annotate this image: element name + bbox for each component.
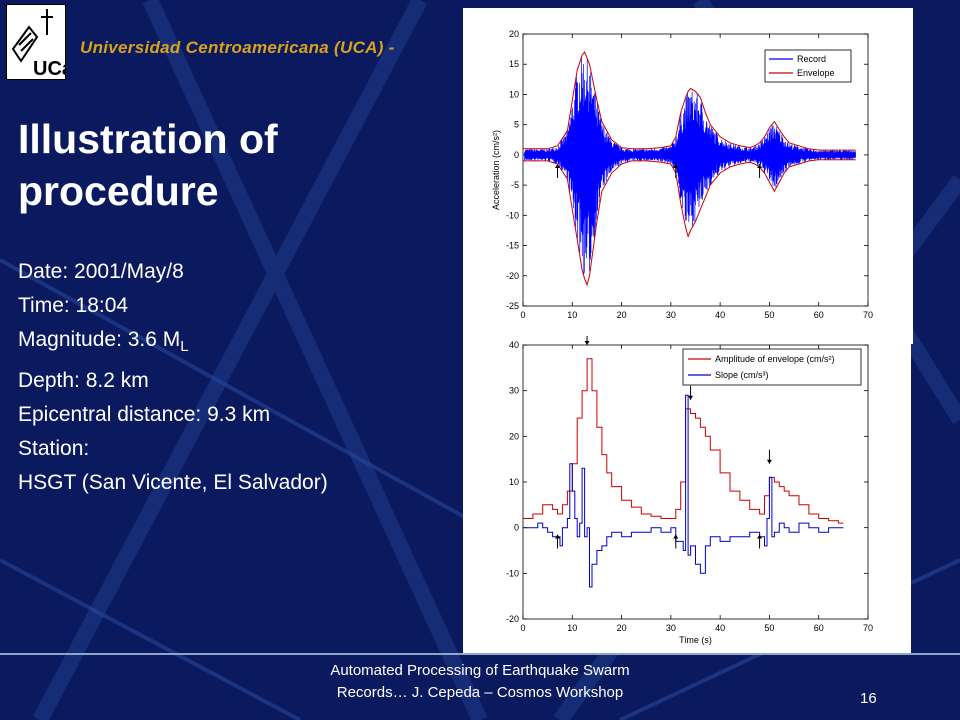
arrow-head — [555, 534, 560, 539]
event-depth: Depth: 8.2 km — [18, 369, 149, 393]
arrow-head — [584, 341, 590, 345]
y-tick-label: -10 — [506, 568, 519, 578]
x-tick-label: 20 — [617, 310, 627, 320]
x-tick-label: 50 — [764, 310, 774, 320]
amplitude-series-line — [523, 358, 844, 524]
arrow-head — [673, 163, 679, 168]
arrow-head — [688, 395, 694, 400]
envelope-lower-line — [523, 159, 856, 287]
y-tick-label: -25 — [506, 301, 519, 311]
legend-envelope-label: Envelope — [797, 68, 835, 78]
y-tick-label: 20 — [509, 29, 519, 39]
y-tick-label: 5 — [514, 120, 519, 130]
arrow-head — [757, 534, 763, 539]
footer-divider — [0, 653, 960, 655]
slope-series-line — [523, 394, 844, 588]
footer-line-2: Records… J. Cepeda – Cosmos Workshop — [336, 684, 624, 701]
y-tick-label: 30 — [509, 386, 519, 396]
station-name: HSGT (San Vicente, El Salvador) — [18, 471, 328, 495]
x-tick-label: 40 — [715, 310, 725, 320]
x-tick-label: 10 — [567, 623, 577, 633]
arrow-head — [555, 163, 560, 168]
acceleration-figure: 0 10 20 30 40 50 60 70 -25 -20 -15 -10 -5 0 5 10 15 20 Acc… — [463, 8, 913, 344]
event-epicentral-distance: Epicentral distance: 9.3 km — [18, 403, 271, 427]
y-tick-label: 40 — [509, 340, 519, 350]
plot-frame — [522, 33, 869, 307]
university-header: Universidad Centroamericana (UCA) - — [80, 38, 395, 57]
y-tick-label: 20 — [509, 431, 519, 441]
event-time: Time: 18:04 — [18, 294, 129, 317]
x-tick-label: 50 — [764, 623, 774, 633]
event-magnitude: Magnitude: 3.6 ML — [18, 323, 328, 364]
page-number: 16 — [860, 690, 877, 707]
x-tick-label: 0 — [520, 623, 525, 633]
magnitude-subscript: L — [180, 338, 189, 356]
chart-legend: Record Envelope — [764, 49, 852, 83]
y-tick-label: -15 — [506, 241, 519, 251]
x-tick-label: 10 — [567, 310, 577, 320]
x-tick-label: 0 — [520, 310, 525, 320]
y-tick-label: 0 — [514, 523, 519, 533]
y-tick-label: 10 — [509, 89, 519, 99]
y-axis-label: Acceleration (cm/s²) — [491, 130, 501, 210]
plot-frame — [522, 344, 869, 620]
arrow-head — [673, 534, 679, 539]
station-label: Station: — [18, 437, 90, 461]
arrow-head — [766, 459, 772, 464]
footer-line-1: Automated Processing of Earthquake Swarm — [330, 662, 630, 679]
x-tick-label: 40 — [715, 623, 725, 633]
x-tick-label: 70 — [863, 623, 873, 633]
uca-logo: UCa — [6, 4, 74, 80]
y-tick-label: -20 — [506, 271, 519, 281]
footer-text: Automated Processing of Earthquake Swarm… — [270, 660, 690, 704]
x-tick-label: 20 — [617, 623, 627, 633]
envelope-upper-line — [523, 51, 856, 151]
legend-amplitude-label: Amplitude of envelope (cm/s²) — [715, 354, 835, 364]
magnitude-text: Magnitude: 3.6 M — [18, 328, 181, 351]
slope-figure: 0 10 20 30 40 50 60 70 -20 -10 0 10 20 30 40 Time (s) A… — [463, 331, 911, 654]
slide-title: Illustration of procedure — [18, 116, 278, 214]
arrow-head — [757, 163, 763, 168]
legend-record-label: Record — [797, 54, 826, 64]
y-tick-label: -5 — [511, 180, 519, 190]
x-tick-label: 30 — [666, 310, 676, 320]
logo-lettering: UCa — [33, 58, 65, 79]
y-tick-label: 15 — [509, 59, 519, 69]
y-tick-label: -10 — [506, 210, 519, 220]
x-tick-label: 60 — [814, 310, 824, 320]
x-axis-label: Time (s) — [679, 635, 712, 645]
record-series-line — [524, 57, 857, 275]
x-tick-label: 70 — [863, 310, 873, 320]
y-tick-label: 10 — [509, 477, 519, 487]
event-date: Date: 2001/May/8 — [18, 260, 184, 283]
acceleration-chart: 0 10 20 30 40 50 60 70 -25 -20 -15 -10 -5 0 5 10 15 20 Acc… — [491, 29, 873, 320]
event-details: Date: 2001/May/8 Time: 18:04 Magnitude: … — [18, 255, 328, 500]
y-tick-label: -20 — [506, 614, 519, 624]
x-tick-label: 30 — [666, 623, 676, 633]
legend-slope-label: Slope (cm/s³) — [715, 370, 769, 380]
x-tick-label: 60 — [814, 623, 824, 633]
y-tick-label: 0 — [514, 150, 519, 160]
chart-legend: Amplitude of envelope (cm/s²) Slope (cm/… — [682, 348, 862, 386]
